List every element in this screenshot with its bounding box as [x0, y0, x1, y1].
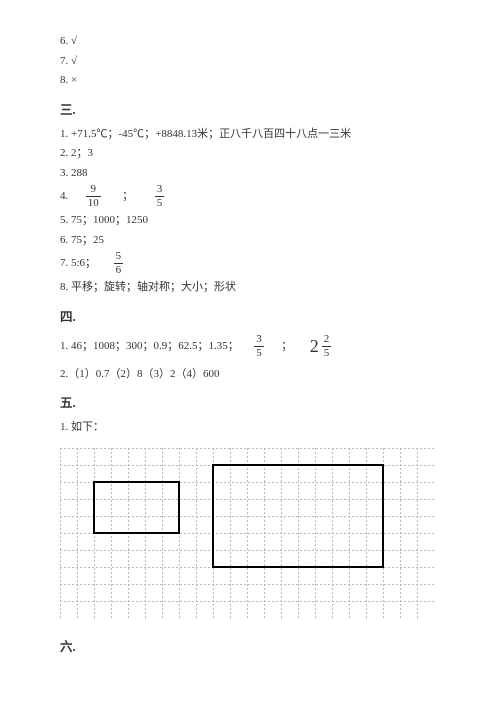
s3-l4-sep: ； [122, 190, 133, 202]
prev-item-6: 6. √ [60, 33, 440, 50]
frac-den: 10 [86, 197, 101, 209]
grid-figure [60, 448, 440, 618]
frac-num: 3 [155, 184, 165, 197]
frac-num: 5 [114, 251, 124, 264]
mixed-frac: 2 5 [322, 334, 332, 359]
prev-item-8: 8. × [60, 72, 440, 89]
s3-line-3: 3. 288 [60, 165, 440, 182]
frac-den: 6 [114, 264, 124, 276]
frac-num: 2 [322, 334, 332, 347]
s4-l1-mixed: 2 2 5 [310, 333, 334, 360]
s4-l1-sep: ； [281, 340, 292, 352]
s4-line-2: 2.（1）0.7（2）8（3）2（4）600 [60, 366, 440, 383]
s3-l4-frac2: 3 5 [155, 184, 165, 209]
mixed-whole: 2 [310, 333, 319, 360]
section-4-heading: 四. [60, 306, 440, 325]
s4-line-1: 1. 46；1008；300；0.9；62.5；1.35； 3 5 ； 2 2 … [60, 333, 440, 360]
frac-num: 3 [254, 334, 264, 347]
s3-line-1: 1. +71.5℃；-45℃；+8848.13米；正八千八百四十八点一三米 [60, 126, 440, 143]
s3-l4-prefix: 4. [60, 190, 68, 202]
s3-line-2: 2. 2；3 [60, 145, 440, 162]
s3-l4-frac1: 9 10 [86, 184, 101, 209]
s3-line-6: 6. 75；25 [60, 232, 440, 249]
frac-den: 5 [254, 347, 264, 359]
s4-l1-prefix: 1. 46；1008；300；0.9；62.5；1.35； [60, 340, 239, 352]
section-3-heading: 三. [60, 99, 440, 118]
prev-item-7: 7. √ [60, 53, 440, 70]
s3-line-5: 5. 75；1000；1250 [60, 212, 440, 229]
s4-l1-frac: 3 5 [254, 334, 264, 359]
section-6-heading: 六. [60, 636, 440, 655]
s3-line-8: 8. 平移；旋转；轴对称；大小；形状 [60, 279, 440, 296]
s3-l7-prefix: 7. 5:6； [60, 257, 96, 269]
s3-line-7: 7. 5:6； 5 6 [60, 251, 440, 276]
s5-line-1: 1. 如下： [60, 419, 440, 436]
section-5-heading: 五. [60, 392, 440, 411]
frac-num: 9 [86, 184, 101, 197]
frac-den: 5 [155, 197, 165, 209]
grid-svg [60, 448, 434, 618]
s3-l7-frac: 5 6 [114, 251, 124, 276]
frac-den: 5 [322, 347, 332, 359]
s3-line-4: 4. 9 10 ； 3 5 [60, 184, 440, 209]
